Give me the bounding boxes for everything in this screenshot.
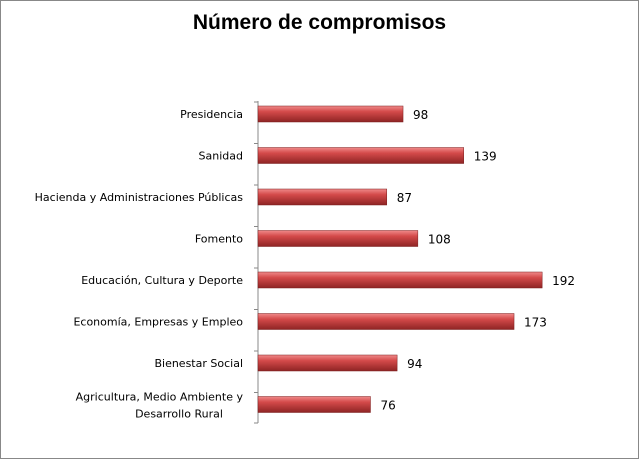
data-label: 76	[380, 399, 395, 413]
data-label: 139	[474, 150, 497, 164]
bar	[257, 354, 398, 372]
category-label: Hacienda y Administraciones Públicas	[35, 191, 244, 204]
data-label: 173	[524, 316, 547, 330]
category-label: Educación, Cultura y Deporte	[81, 274, 243, 287]
data-label: 108	[428, 233, 451, 247]
bar	[257, 105, 404, 123]
category-label: Fomento	[195, 233, 243, 246]
category-label: Presidencia	[180, 108, 243, 121]
category-label: Economía, Empresas y Empleo	[73, 316, 243, 329]
category-label: Sanidad	[199, 150, 243, 163]
bar	[257, 147, 464, 164]
data-label: 192	[552, 274, 575, 288]
data-label: 94	[407, 357, 422, 371]
bar	[257, 271, 543, 289]
data-label: 87	[397, 191, 412, 205]
chart-title: Número de compromisos	[192, 11, 447, 34]
bar	[257, 188, 388, 206]
bar	[257, 313, 515, 330]
data-label: 98	[413, 108, 428, 122]
bar	[257, 396, 371, 413]
bar	[257, 230, 419, 247]
category-label: Agricultura, Medio Ambiente y Desarrollo …	[76, 391, 244, 421]
category-label: Bienestar Social	[154, 357, 243, 370]
